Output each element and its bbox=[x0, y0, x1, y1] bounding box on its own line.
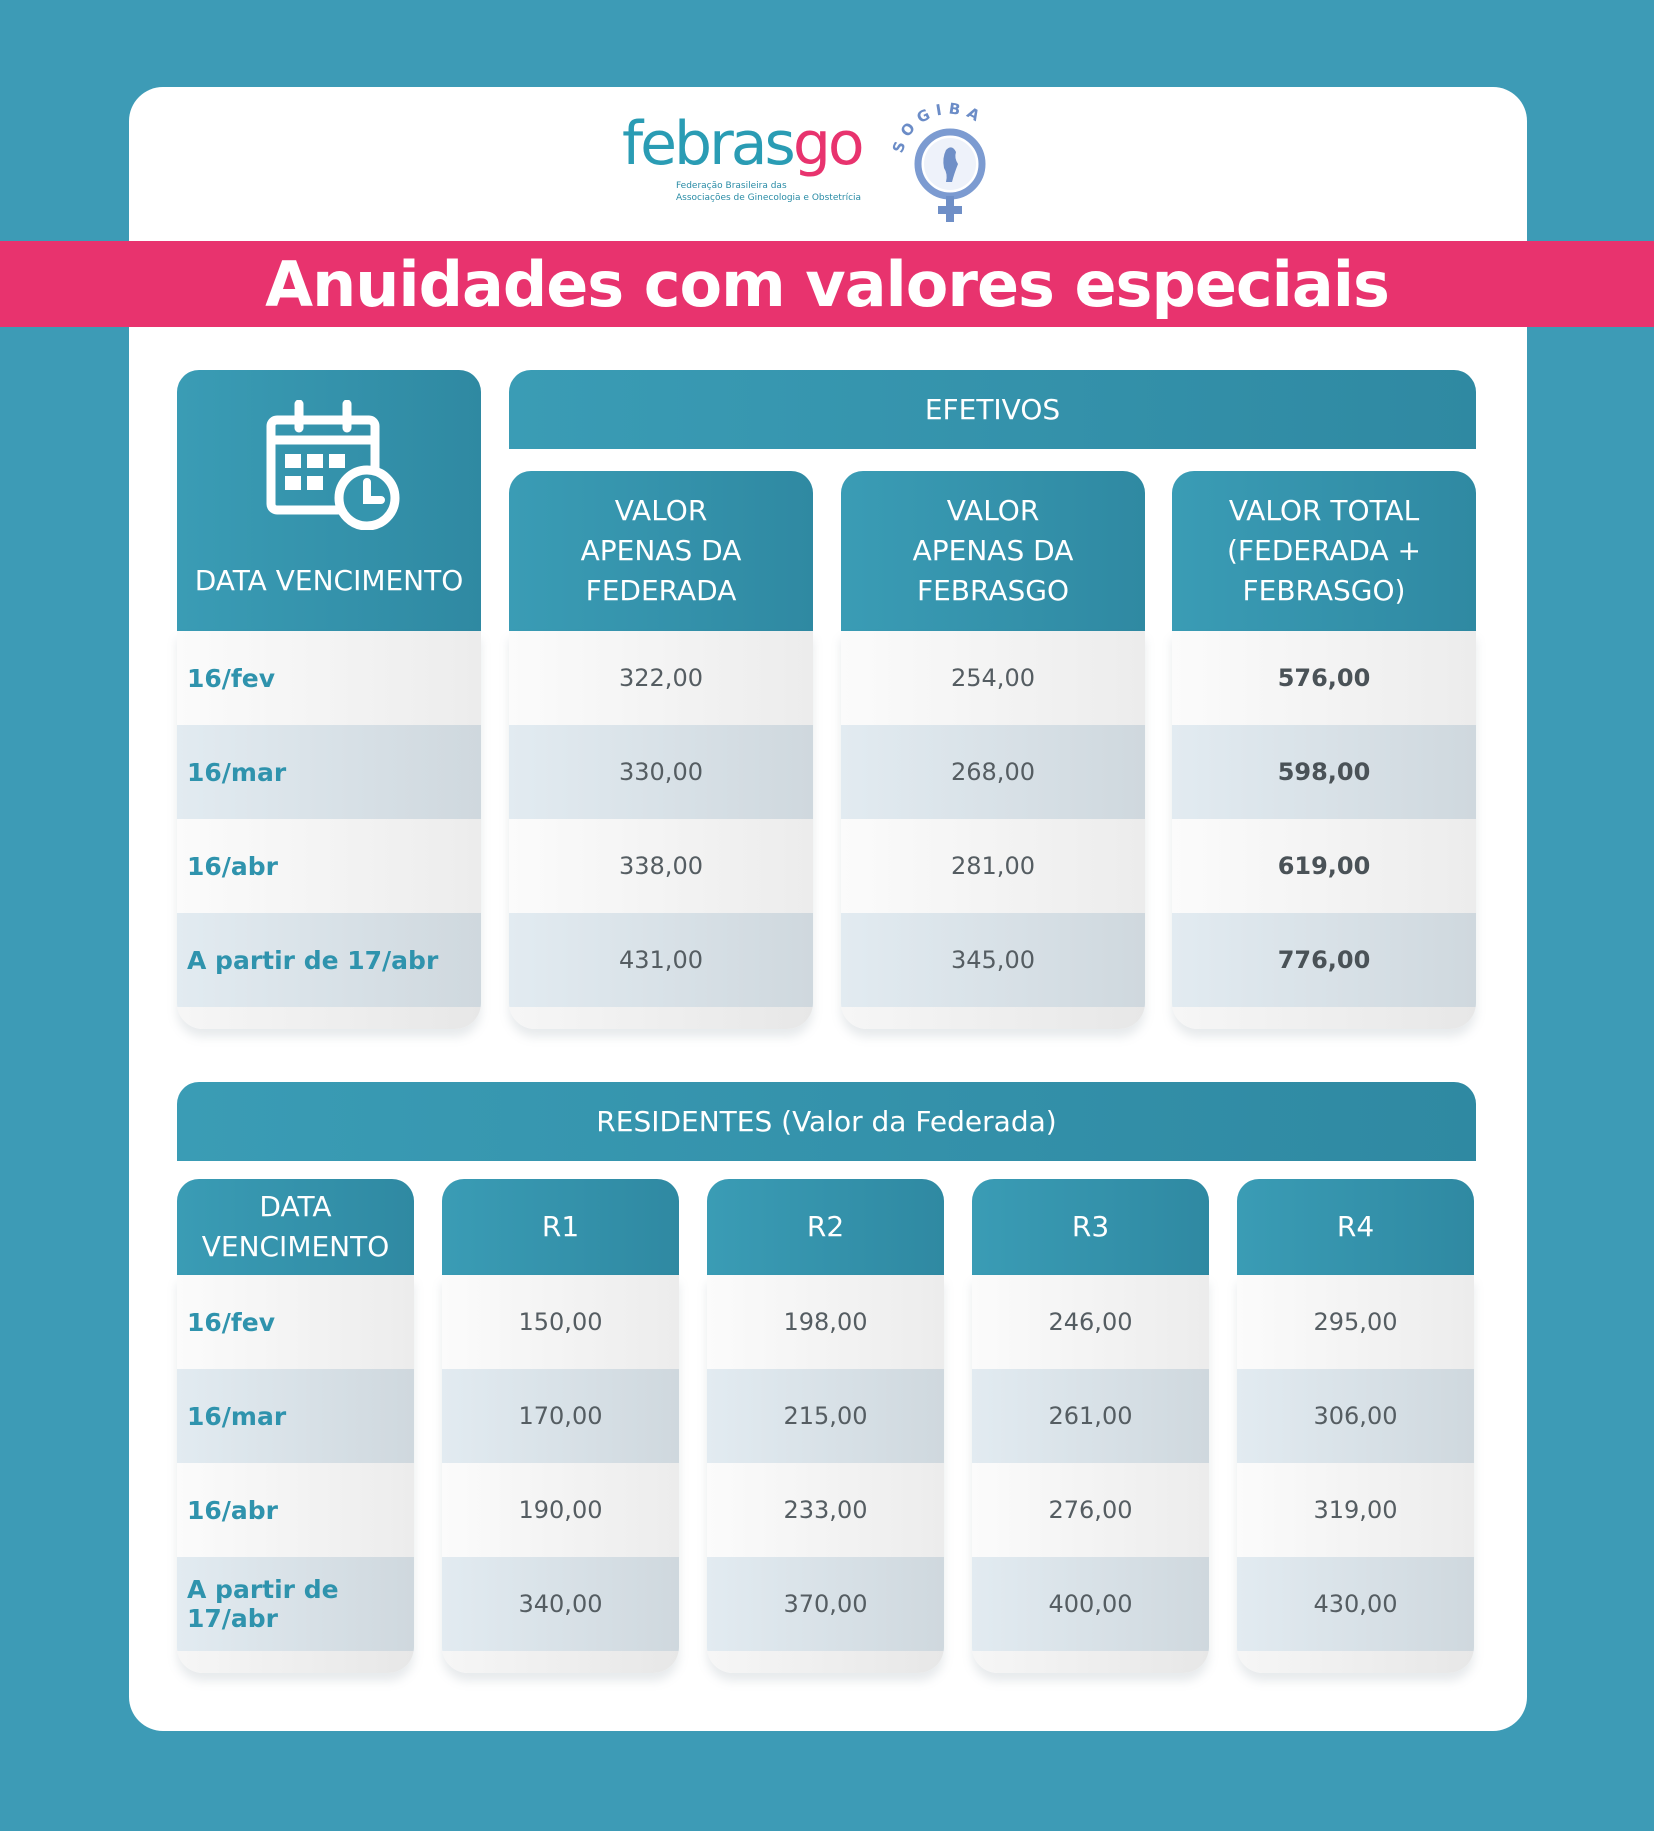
efetivos-date-header-label: DATA VENCIMENTO bbox=[194, 564, 464, 597]
table-cell: 233,00 bbox=[707, 1463, 944, 1557]
residentes-date-header: DATA VENCIMENTO bbox=[177, 1179, 414, 1275]
table-cell: 215,00 bbox=[707, 1369, 944, 1463]
table-cell: 170,00 bbox=[442, 1369, 679, 1463]
table-cell-date: 16/fev bbox=[177, 631, 481, 725]
febrasgo-logo: febrasgo Federação Brasileira das Associ… bbox=[622, 109, 865, 203]
table-cell-date: 16/mar bbox=[177, 1369, 414, 1463]
table-cell-total: 598,00 bbox=[1172, 725, 1476, 819]
table-cell: 198,00 bbox=[707, 1275, 944, 1369]
table-cell-total: 619,00 bbox=[1172, 819, 1476, 913]
table-cell: 281,00 bbox=[841, 819, 1145, 913]
residentes-section-header: RESIDENTES (Valor da Federada) bbox=[177, 1082, 1476, 1161]
page-title: Anuidades com valores especiais bbox=[265, 247, 1390, 321]
title-banner: Anuidades com valores especiais bbox=[0, 241, 1654, 327]
table-cell-total: 576,00 bbox=[1172, 631, 1476, 725]
table-cell-date: A partir de 17/abr bbox=[177, 913, 481, 1007]
residentes-r2-header: R2 bbox=[707, 1179, 944, 1275]
table-cell: 150,00 bbox=[442, 1275, 679, 1369]
table-cell: 400,00 bbox=[972, 1557, 1209, 1651]
table-cell: 431,00 bbox=[509, 913, 813, 1007]
residentes-section-title: RESIDENTES (Valor da Federada) bbox=[596, 1104, 1057, 1138]
calendar-clock-icon bbox=[266, 400, 400, 530]
table-cell-date: 16/fev bbox=[177, 1275, 414, 1369]
table-cell: 254,00 bbox=[841, 631, 1145, 725]
table-cell-date: 16/abr bbox=[177, 1463, 414, 1557]
efetivos-febrasgo-header: VALOR APENAS DA FEBRASGO bbox=[841, 471, 1145, 631]
residentes-r4-header: R4 bbox=[1237, 1179, 1474, 1275]
table-cell: 340,00 bbox=[442, 1557, 679, 1651]
table-cell: 295,00 bbox=[1237, 1275, 1474, 1369]
efetivos-section-header: EFETIVOS bbox=[509, 370, 1476, 449]
table-cell: 330,00 bbox=[509, 725, 813, 819]
table-cell-total: 776,00 bbox=[1172, 913, 1476, 1007]
residentes-r3-header: R3 bbox=[972, 1179, 1209, 1275]
table-cell: 319,00 bbox=[1237, 1463, 1474, 1557]
table-cell: 268,00 bbox=[841, 725, 1145, 819]
table-cell: 430,00 bbox=[1237, 1557, 1474, 1651]
table-cell-date: A partir de 17/abr bbox=[177, 1557, 414, 1651]
table-cell: 322,00 bbox=[509, 631, 813, 725]
efetivos-section-title: EFETIVOS bbox=[924, 392, 1061, 426]
table-cell: 246,00 bbox=[972, 1275, 1209, 1369]
table-cell: 276,00 bbox=[972, 1463, 1209, 1557]
efetivos-total-header: VALOR TOTAL (FEDERADA + FEBRASGO) bbox=[1172, 471, 1476, 631]
table-cell: 306,00 bbox=[1237, 1369, 1474, 1463]
efetivos-date-header: DATA VENCIMENTO bbox=[177, 370, 481, 631]
table-cell: 261,00 bbox=[972, 1369, 1209, 1463]
table-cell-date: 16/mar bbox=[177, 725, 481, 819]
residentes-r1-header: R1 bbox=[442, 1179, 679, 1275]
sogiba-logo: SOGIBA bbox=[889, 99, 986, 222]
table-cell: 345,00 bbox=[841, 913, 1145, 1007]
efetivos-federada-header: VALOR APENAS DA FEDERADA bbox=[509, 471, 813, 631]
table-cell: 370,00 bbox=[707, 1557, 944, 1651]
table-cell: 190,00 bbox=[442, 1463, 679, 1557]
table-cell: 338,00 bbox=[509, 819, 813, 913]
table-cell-date: 16/abr bbox=[177, 819, 481, 913]
